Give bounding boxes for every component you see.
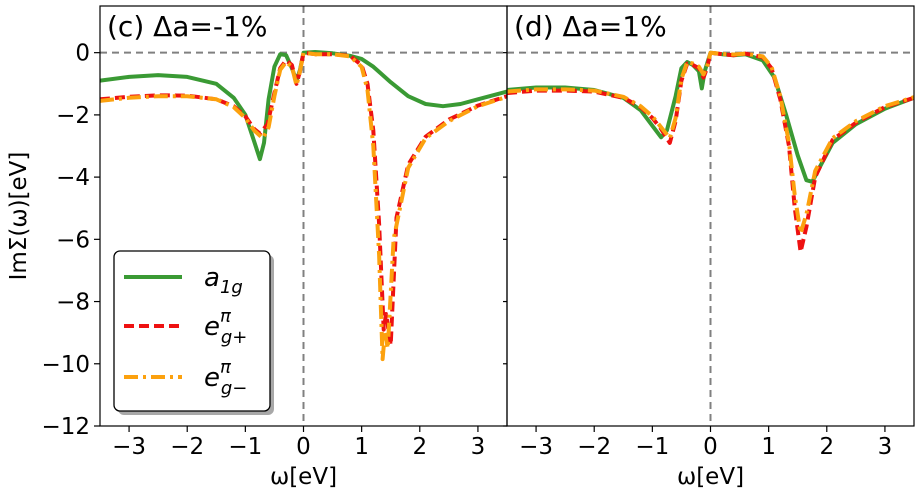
panel-c-xtick-label: 1 — [354, 434, 369, 460]
panel-d-series-2 — [507, 50, 914, 236]
panel-c-title: (c) Δa=-1% — [107, 10, 267, 43]
panel-c-ytick-label: −10 — [41, 352, 90, 378]
panel-d-series — [507, 6, 914, 426]
panel-d-xlabel: ω[eV] — [677, 464, 744, 490]
panel-c-ticks: −3 −2 −1 0 1 2 30−2−4−6−8−10−12 — [41, 41, 485, 460]
panel-c-xtick-label: 3 — [471, 434, 486, 460]
panel-d-xtick-label: 3 — [878, 434, 893, 460]
panel-c-series — [100, 6, 507, 426]
panel-c-xtick-label: 2 — [412, 434, 427, 460]
legend-box — [113, 250, 271, 412]
panel-c-series-2 — [100, 50, 507, 362]
panel-d-xtick-label: 0 — [703, 434, 718, 460]
panel-c-ytick-label: −8 — [56, 290, 90, 316]
y-axis-label: ImΣ(ω)[eV] — [6, 152, 32, 281]
panel-c-ytick-label: −4 — [56, 165, 90, 191]
panel-d-xtick-label: 1 — [761, 434, 776, 460]
panel-c: −3 −2 −1 0 1 2 30−2−4−6−8−10−12 (c) Δa=-1% ω[e… — [6, 5, 508, 490]
panel-d-xtick-label: −1 — [635, 434, 669, 460]
panel-c-xtick-label: 0 — [296, 434, 311, 460]
legend-entry-2: eπ g− — [204, 357, 247, 399]
legend-entry-0: a1g — [204, 263, 243, 298]
panel-d-title: (d) Δa=1% — [514, 10, 667, 43]
panel-c-xtick-label: −3 — [112, 434, 146, 460]
panel-c-ytick-label: −6 — [56, 227, 90, 253]
panel-c-ytick-label: −12 — [41, 414, 90, 440]
panel-d-xtick-label: 2 — [819, 434, 834, 460]
panel-d-ticks: −3 −2 −1 0 1 2 3 — [503, 52, 893, 460]
legend-entry-1: eπ g+ — [204, 306, 247, 348]
panel-d-xtick-label: −3 — [519, 434, 553, 460]
panel-c-ytick-label: −2 — [56, 103, 90, 129]
panel-d-xtick-label: −2 — [577, 434, 611, 460]
panel-c-xlabel: ω[eV] — [270, 464, 337, 490]
panel-d: −3 −2 −1 0 1 2 3 (d) Δa=1% ω[eV] — [503, 5, 915, 490]
panel-c-xtick-label: −1 — [228, 434, 262, 460]
legend: a1g eπ g+ eπ g− — [113, 250, 274, 415]
panel-c-xtick-label: −2 — [170, 434, 204, 460]
panel-c-ytick-label: 0 — [75, 41, 90, 67]
